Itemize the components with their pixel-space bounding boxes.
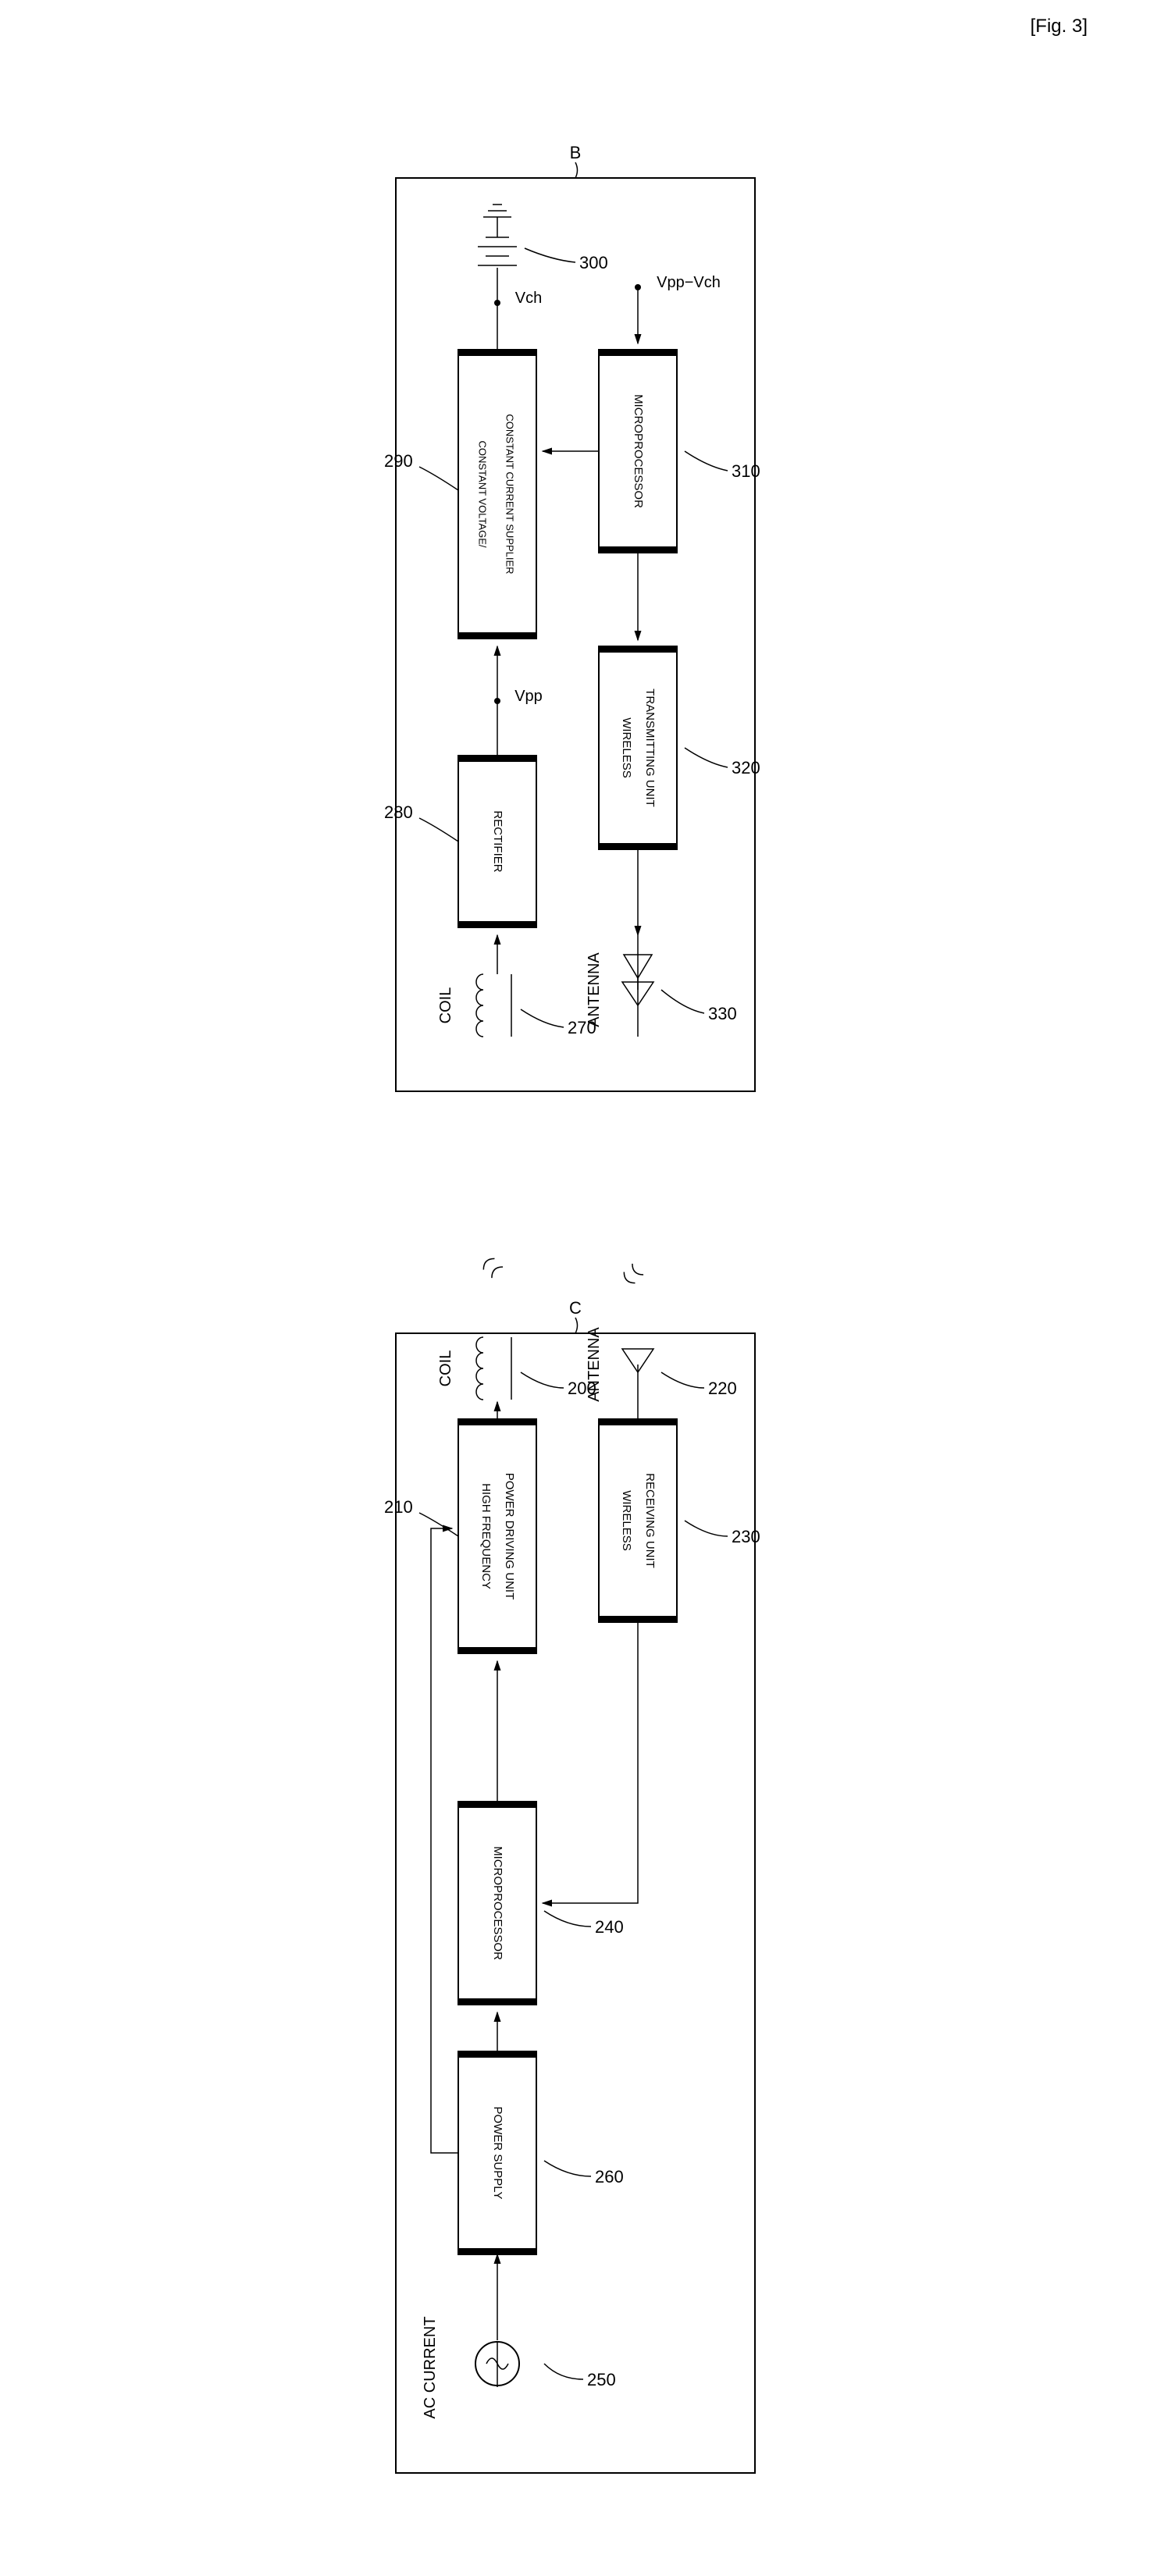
container-b — [396, 178, 755, 1091]
vch-node — [494, 300, 500, 306]
rx-text1: WIRELESS — [620, 1490, 633, 1551]
lead-260 — [544, 2161, 591, 2176]
arrow-ps-hf — [431, 1528, 458, 2153]
ref-230: 230 — [732, 1527, 760, 1546]
antenna-c-label: ANTENNA — [586, 1327, 603, 1402]
ref-260: 260 — [595, 2167, 624, 2186]
lead-200 — [521, 1372, 564, 1388]
vppvch-node — [635, 284, 641, 290]
lead-250 — [544, 2364, 583, 2379]
vch-label: Vch — [514, 290, 541, 307]
rectifier-block: RECTIFIER — [458, 756, 536, 927]
lead-c — [575, 1318, 578, 1333]
hf-text2: POWER DRIVING UNIT — [503, 1473, 516, 1600]
tx-text2: TRANSMITTING UNIT — [643, 688, 657, 807]
microprocessor-c-block: MICROPROCESSOR — [458, 1802, 536, 2005]
cv-text1: CONSTANT VOLTAGE/ — [476, 440, 488, 547]
wireless-rx-block: WIRELESS RECEIVING UNIT — [599, 1419, 677, 1622]
ref-250: 250 — [587, 2370, 616, 2389]
micro-c-text: MICROPROCESSOR — [491, 1846, 504, 1960]
lead-290 — [419, 467, 458, 490]
container-c-label: C — [569, 1298, 582, 1318]
ref-310: 310 — [732, 461, 760, 481]
coil-c-icon — [476, 1337, 511, 1400]
ref-290: 290 — [384, 451, 413, 471]
figure-title: [Fig. 3] — [16, 16, 1088, 37]
rx-text2: RECEIVING UNIT — [643, 1473, 657, 1568]
arrow-rx-mc — [543, 1622, 638, 1903]
rf-antenna — [621, 1264, 643, 1286]
vppvch-label: Vpp−Vch — [657, 274, 721, 291]
ref-220: 220 — [708, 1379, 737, 1398]
lead-280 — [419, 818, 458, 841]
coil-c-label: COIL — [437, 1350, 454, 1387]
power-supply-block: POWER SUPPLY — [458, 2051, 536, 2254]
hf-power-block: HIGH FREQUENCY POWER DRIVING UNIT — [458, 1419, 536, 1653]
container-b-label: B — [569, 143, 581, 162]
micro-b-text: MICROPROCESSOR — [632, 394, 645, 508]
coil-b-label: COIL — [437, 987, 454, 1024]
lead-240 — [544, 1911, 591, 1927]
cv-cc-block: CONSTANT VOLTAGE/ CONSTANT CURRENT SUPPL… — [458, 350, 536, 639]
lead-210 — [419, 1513, 458, 1536]
lead-300 — [525, 248, 575, 262]
lead-320 — [685, 748, 728, 767]
battery-icon — [478, 205, 517, 265]
lead-310 — [685, 451, 728, 471]
microprocessor-b-block: MICROPROCESSOR — [599, 350, 677, 553]
ref-280: 280 — [384, 802, 413, 822]
lead-270 — [521, 1009, 564, 1027]
lead-220 — [661, 1372, 704, 1388]
wireless-tx-block: WIRELESS TRANSMITTING UNIT — [599, 646, 677, 849]
ref-320: 320 — [732, 758, 760, 777]
power-supply-text: POWER SUPPLY — [491, 2107, 504, 2200]
ref-330: 330 — [708, 1004, 737, 1023]
tx-text1: WIRELESS — [620, 717, 633, 778]
vpp-label: Vpp — [514, 688, 543, 705]
lead-330 — [661, 990, 704, 1013]
ref-240: 240 — [595, 1917, 624, 1937]
cv-text2: CONSTANT CURRENT SUPPLIER — [504, 414, 515, 574]
antenna-b-label: ANTENNA — [586, 952, 603, 1027]
ref-300: 300 — [579, 253, 608, 272]
block-diagram: C AC CURRENT 250 POWER SUPPLY 260 MICROP… — [302, 53, 849, 2551]
ref-210: 210 — [384, 1497, 413, 1517]
vpp-node — [494, 698, 500, 704]
rectifier-text: RECTIFIER — [491, 810, 504, 872]
lead-b — [575, 162, 578, 178]
coil-b-icon — [476, 974, 511, 1037]
lead-230 — [685, 1521, 728, 1536]
hf-text1: HIGH FREQUENCY — [479, 1483, 493, 1589]
rf-coil — [480, 1256, 502, 1278]
ac-current-label: AC CURRENT — [422, 2316, 439, 2418]
